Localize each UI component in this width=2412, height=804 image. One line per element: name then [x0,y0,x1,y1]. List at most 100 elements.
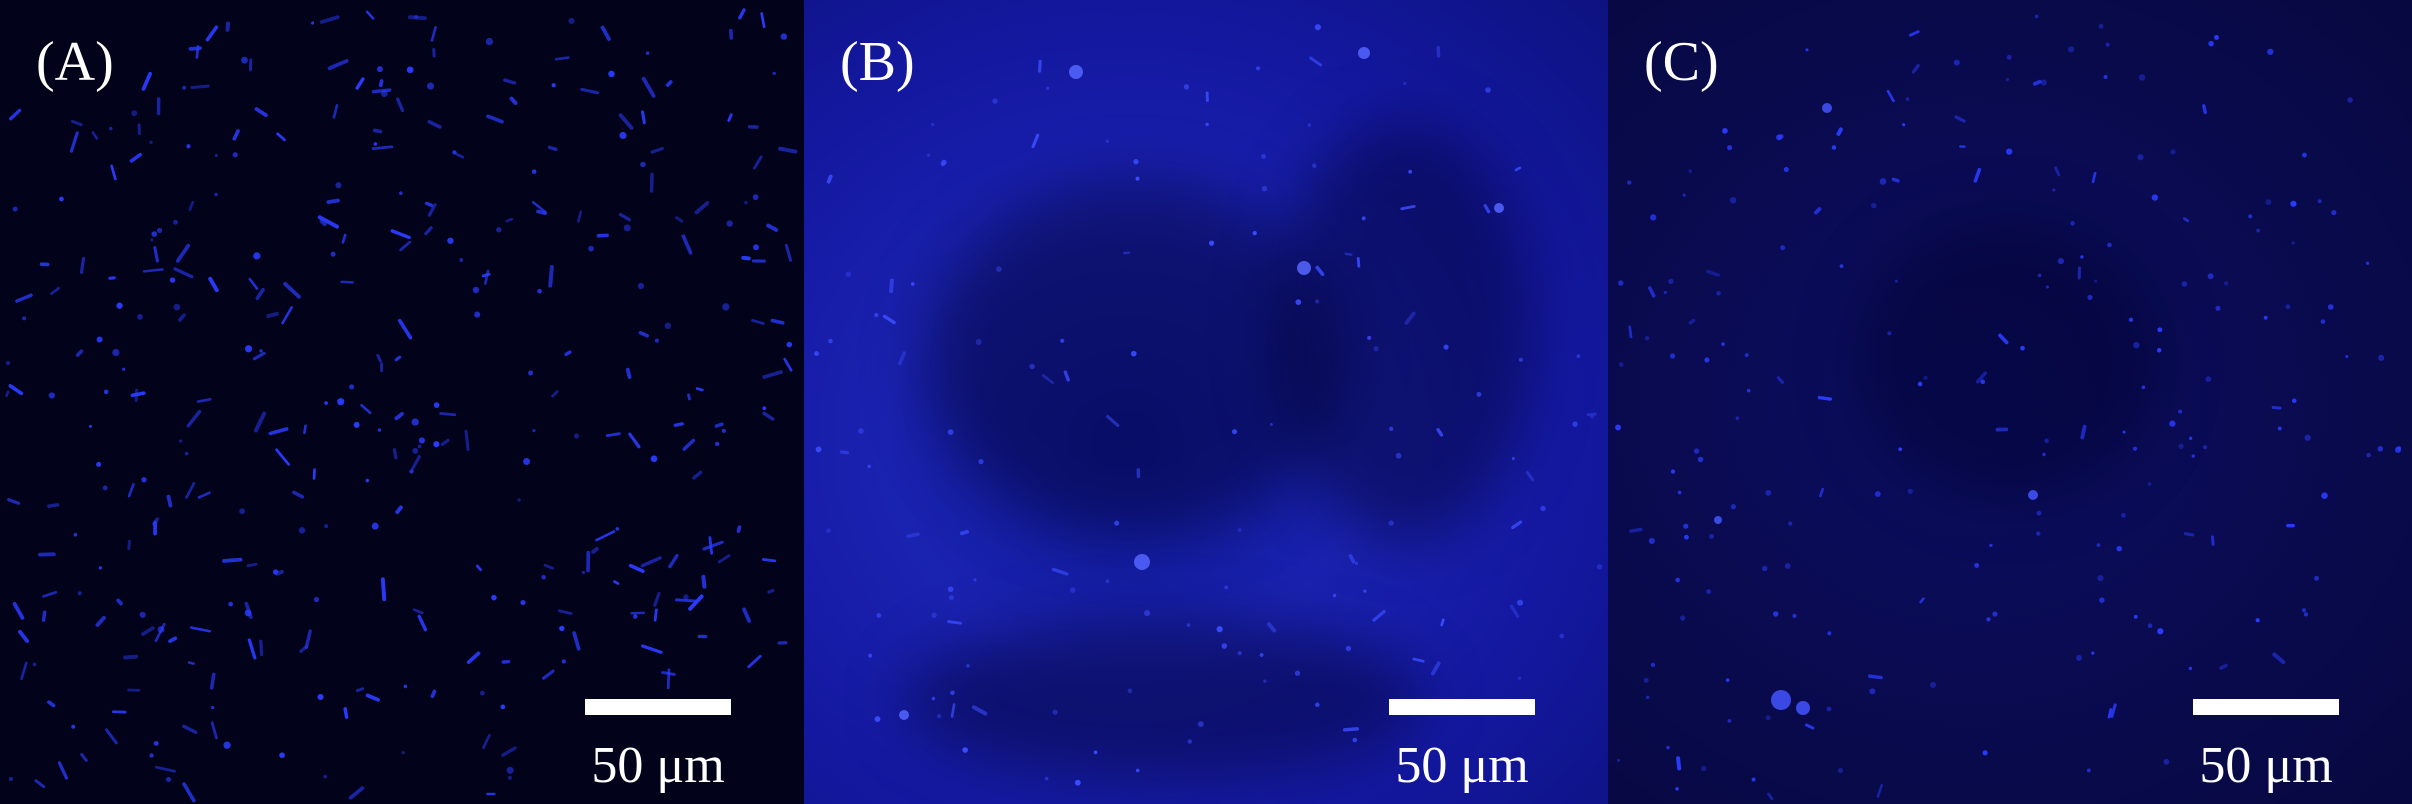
bacterium-cell [116,302,123,309]
bacterium-rod [692,470,703,480]
bacterium-rod [1629,527,1643,533]
bacterium-cell [1373,346,1379,352]
bacterium-cell [2151,194,2159,201]
bacterium-cell [752,194,759,201]
bacterium-cell [165,776,172,783]
bacterium-cell [2181,281,2188,287]
bacterium-cell [722,303,730,311]
bacterium-cell [153,740,159,746]
bacterium-cell [2291,241,2295,245]
bacterium-cell [2037,273,2042,278]
bacterium-cell [1576,354,1581,359]
bacterium-rod [47,700,56,708]
bacterium-rod [70,119,83,127]
bacterium-cell [1986,617,1991,622]
bacterium-cell [317,693,324,701]
bacterium-cell [2076,654,2083,661]
bacterium-cell [1540,505,1546,512]
bacterium-cell [411,418,419,426]
bacterium-rod [653,592,661,607]
bacterium-cell [12,206,18,212]
bacterium-cell [272,569,279,575]
bacterium-cell [141,477,147,483]
bacterium-cell [1701,765,1707,772]
bacterium-cell [59,196,64,202]
bacterium-cell [2170,149,2176,155]
bacterium-cell [2116,545,2122,552]
bacterium-cell [1788,521,1793,526]
bacterium-rod [1042,374,1054,385]
bacterium-cell [1511,457,1515,461]
bacterium-cell [122,367,126,371]
bacterium-rod [1342,727,1359,732]
bacterium-cell [2256,228,2261,233]
bacterium-rod [702,540,724,551]
bacterium-cell [1879,178,1887,185]
bacterium-rod [1954,115,1966,123]
bacterium-cell [2099,597,2105,603]
bacterium-rod [427,203,437,217]
bacterium-rod [482,734,491,750]
bacterium-cell [1729,196,1737,204]
bacterium-cell [1403,82,1407,86]
bacterium-rod [91,131,99,140]
bacterium-rod [34,779,46,789]
bacterium-rod [396,97,405,113]
bacterium-rod [292,490,305,499]
bacterium-cell [2321,492,2328,499]
bacterium-rod [959,529,969,536]
bacterium-cell [2137,154,2144,161]
bacterium-cell [780,33,788,40]
bacterium-cell [412,447,419,454]
bacterium-rod [572,631,581,651]
fluorescent-cluster [1822,103,1832,113]
bacterium-rod [7,498,21,505]
bacterium-rod [1767,792,1774,801]
scale-bar-b [1389,699,1535,715]
bacterium-rod [411,455,421,471]
bacterium-rod [254,107,268,118]
bacterium-cell [241,56,248,64]
bacterium-rod [95,615,106,627]
bacterium-rod [1886,89,1895,103]
bacterium-cell [1307,123,1312,127]
bacterium-rod [1106,414,1120,428]
bacterium-cell [2132,446,2138,451]
bacterium-rod [688,594,704,611]
bacterium-cell [1917,381,1923,387]
bacterium-cell [1826,706,1832,712]
bacterium-cell [1650,662,1656,668]
bacterium-rod [898,351,907,366]
bacterium-rod [1975,371,1987,384]
bacterium-cell [474,311,481,318]
bacterium-rod [110,164,117,181]
bacterium-rod [503,78,517,85]
bacterium-rod [641,76,656,98]
bacterium-cell [1183,84,1190,90]
bacterium-cell [868,653,873,658]
bacterium-rod [205,25,219,42]
bacterium-cell [480,690,485,696]
bacterium-rod [501,746,517,757]
bacterium-cell [1670,353,1676,359]
bacterium-cell [2345,354,2349,359]
bacterium-rod [412,608,424,615]
bacterium-cell [1354,561,1359,565]
bacterium-cell [5,360,11,366]
bacterium-rod [751,319,765,325]
bacterium-rod [542,669,555,680]
bacterium-rod [80,753,88,762]
bacterium-cell [2044,438,2049,443]
bacterium-rod [666,668,671,690]
bacterium-cell [910,282,915,286]
bacterium-cell [1735,416,1740,421]
bacterium-rod [141,71,153,91]
bacterium-cell [1894,279,1898,283]
bacterium-rod [1436,427,1444,437]
dark-tissue-region [1858,220,2158,500]
bacterium-cell [1722,128,1728,134]
bacterium-cell [279,752,285,759]
bacterium-cell [169,277,176,283]
bacterium-cell [2103,74,2108,80]
bacterium-cell [1205,122,1209,127]
